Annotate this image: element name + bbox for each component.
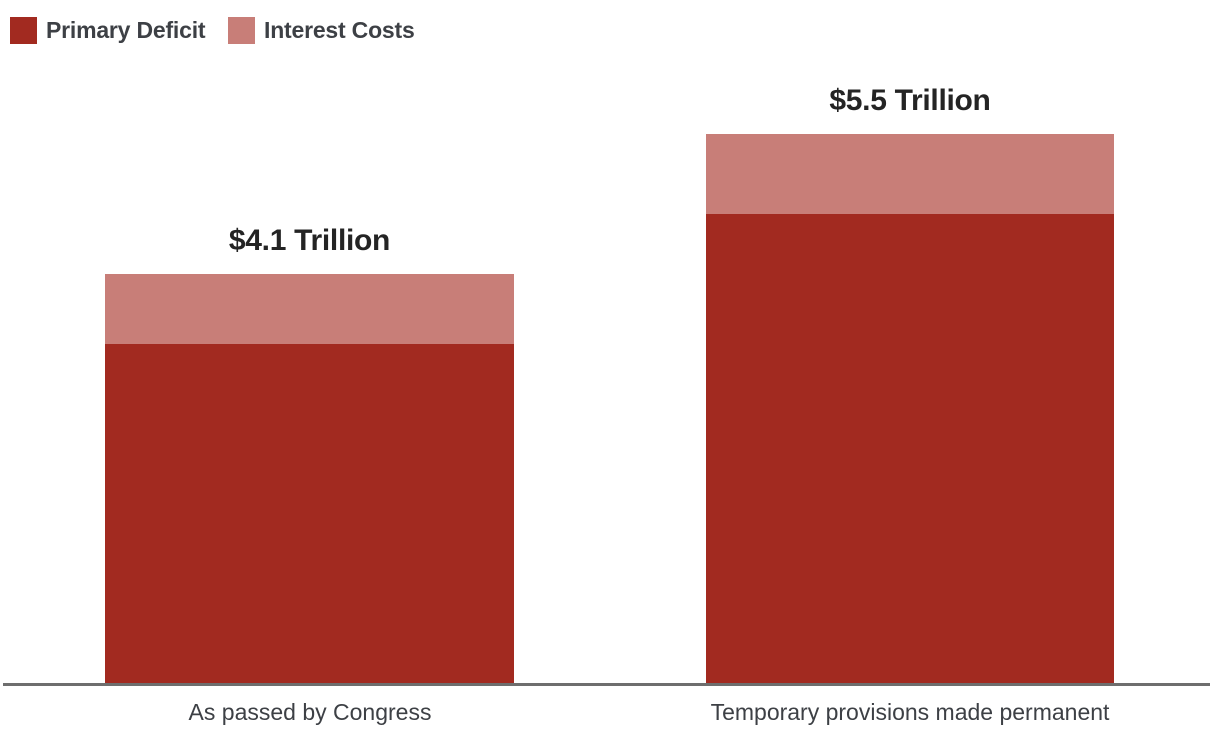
x-axis-line xyxy=(3,683,1210,686)
legend-item-interest-costs: Interest Costs xyxy=(228,17,415,44)
interest-costs-segment xyxy=(706,134,1114,214)
primary-deficit-segment xyxy=(105,344,514,684)
bar-temporary-provisions-permanent: $5.5 Trillion xyxy=(706,84,1114,684)
primary-deficit-swatch xyxy=(10,17,37,44)
x-axis-label-as-passed: As passed by Congress xyxy=(188,699,432,725)
interest-costs-swatch xyxy=(228,17,255,44)
interest-costs-segment xyxy=(105,274,514,344)
bar-as-passed-by-congress: $4.1 Trillion xyxy=(105,224,514,684)
legend-label-interest-costs: Interest Costs xyxy=(264,17,415,43)
legend: Primary Deficit Interest Costs xyxy=(0,0,1220,60)
x-axis-label-permanent: Temporary provisions made permanent xyxy=(710,699,1110,725)
total-label-permanent: $5.5 Trillion xyxy=(829,84,991,117)
legend-item-primary-deficit: Primary Deficit xyxy=(10,17,206,44)
legend-label-primary-deficit: Primary Deficit xyxy=(46,17,206,43)
total-label-as-passed: $4.1 Trillion xyxy=(228,224,391,257)
primary-deficit-segment xyxy=(706,214,1114,684)
